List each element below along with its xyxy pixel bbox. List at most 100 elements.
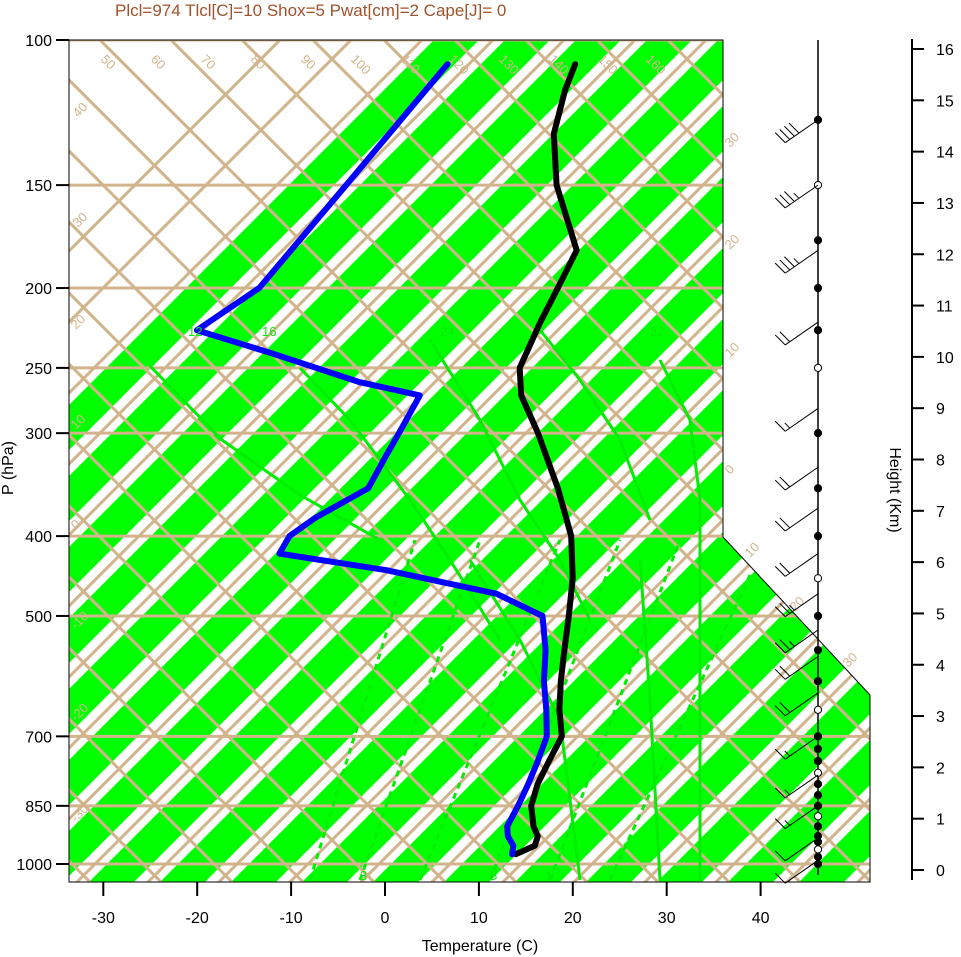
- dry-adiabat-line: [554, 40, 870, 882]
- height-axis-label: Height (Km): [886, 447, 903, 532]
- height-tick-label: 11: [936, 299, 953, 316]
- wind-barb: [784, 837, 819, 862]
- wind-barb: [784, 629, 819, 654]
- height-tick-label: 0: [936, 863, 945, 880]
- wind-barb: [784, 859, 819, 884]
- height-tick-label: 16: [936, 42, 954, 59]
- mixing-ratio-line: [608, 574, 752, 881]
- dry-adiabat-line: [696, 40, 870, 882]
- moist-adiabat: [468, 559, 582, 881]
- wind-barb-feather: [774, 334, 786, 346]
- wind-barb-feather: [788, 122, 800, 134]
- y-tick-label: 300: [25, 426, 52, 443]
- y-tick-label: 200: [25, 281, 52, 298]
- wind-barb: [784, 184, 819, 209]
- dry-adiabat-line: [625, 40, 870, 882]
- dewpoint-line: [193, 61, 550, 858]
- chart-title: Plcl=974 Tlcl[C]=10 Shox=5 Pwat[cm]=2 Ca…: [115, 1, 506, 20]
- green-band: [69, 40, 590, 882]
- wind-barb-feather: [774, 748, 786, 760]
- height-tick-label: 9: [936, 401, 945, 418]
- y-tick-label: 700: [25, 729, 52, 746]
- wind-level-dot: [813, 812, 823, 821]
- wind-level-dot: [813, 744, 823, 754]
- wind-level-dot: [813, 832, 823, 841]
- height-tick-label: 15: [936, 93, 954, 110]
- sounding-lines: [193, 61, 580, 858]
- mixing-label: 8: [490, 868, 497, 883]
- wind-barb-feather: [774, 850, 786, 862]
- isotherm-line: [69, 40, 252, 882]
- moist-adiabat: [538, 329, 652, 521]
- green-band: [69, 40, 661, 882]
- wind-level-dot: [813, 791, 823, 800]
- height-tick-label: 3: [936, 709, 945, 726]
- wind-barb-half: [784, 750, 791, 757]
- wind-barb-half: [793, 258, 800, 264]
- wind-barb: [784, 249, 819, 274]
- isotherm-line: [69, 40, 607, 882]
- mixing-label: 24: [440, 324, 454, 339]
- isotherm-label: 90: [298, 52, 319, 73]
- moist-adiabat: [638, 559, 662, 881]
- height-tick-label: 14: [936, 145, 954, 162]
- mixing-label: 3: [360, 868, 367, 883]
- axes: Temperature (C) P (hPa) Height (Km) -30 -…: [0, 33, 954, 955]
- wind-barb-feather: [774, 818, 786, 829]
- y-tick-label: 850: [25, 799, 52, 816]
- mixing-ratio-line: [358, 539, 482, 881]
- isotherm-line: [69, 40, 678, 882]
- wind-barb-half: [789, 641, 795, 647]
- wind-level-dot: [813, 677, 823, 686]
- wind-barb: [784, 656, 819, 680]
- wind-level-dot: [813, 768, 823, 777]
- wind-barb: [784, 805, 819, 830]
- wind-level-dot: [813, 852, 823, 861]
- wind-barb-half: [784, 789, 791, 796]
- x-tick-label: 30: [658, 910, 676, 927]
- height-tick-label: 6: [936, 555, 945, 572]
- height-tick-label: 7: [936, 504, 945, 521]
- x-tick-label: -20: [186, 910, 209, 927]
- wind-barb-feather: [774, 197, 786, 209]
- y-tick-label: 150: [25, 178, 52, 195]
- wind-barb-feather: [779, 331, 791, 343]
- wind-barb-feather: [779, 603, 791, 614]
- moist-adiabat: [148, 364, 381, 542]
- wind-barb-feather: [774, 566, 786, 577]
- wind-barb-feather: [774, 520, 786, 532]
- height-tick-label: 2: [936, 760, 945, 777]
- wind-profile: [774, 40, 823, 884]
- wind-level-dot: [813, 611, 823, 621]
- wind-barb: [784, 593, 819, 618]
- isotherm-line: [69, 40, 465, 882]
- dry-adiabat-line: [69, 40, 464, 882]
- isotherm-label: 60: [148, 52, 169, 73]
- wind-barb-feather: [784, 191, 795, 202]
- wind-level-dot: [813, 363, 823, 373]
- mixing-ratio-line: [548, 539, 682, 881]
- x-tick-label: 10: [470, 910, 488, 927]
- wind-barb: [784, 774, 819, 799]
- isotherm-line: [69, 40, 323, 882]
- temperature-line: [512, 61, 580, 858]
- wind-level-dot: [813, 780, 823, 789]
- wind-barb-feather: [779, 639, 791, 650]
- wind-barb: [784, 735, 819, 760]
- wind-barb-feather: [774, 606, 786, 617]
- x-axis-label: Temperature (C): [422, 938, 538, 955]
- wind-barb-feather: [784, 125, 795, 137]
- green-band: [69, 40, 519, 882]
- dry-adiabat-line: [483, 40, 870, 882]
- mixing-label: 16: [262, 324, 276, 339]
- isotherm-line: [200, 40, 870, 882]
- wind-level-dot: [813, 326, 823, 335]
- height-tick-label: 10: [936, 350, 954, 367]
- wind-level-dot: [813, 429, 823, 438]
- moist-adiabat: [658, 359, 702, 880]
- skew-label: 30: [722, 129, 743, 150]
- wind-barb-feather: [774, 642, 786, 654]
- wind-level-dot: [813, 756, 823, 766]
- green-band: [69, 40, 732, 882]
